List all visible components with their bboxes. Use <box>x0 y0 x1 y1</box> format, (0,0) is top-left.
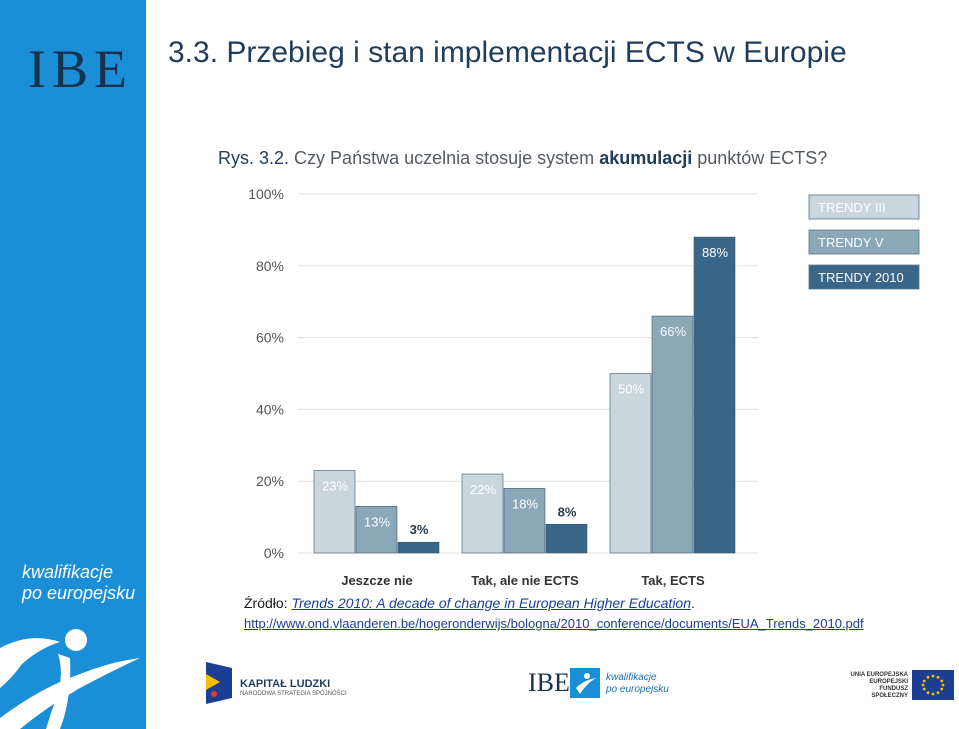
eu-text: UNIA EUROPEJSKA EUROPEJSKI FUNDUSZ SPOŁE… <box>846 672 908 700</box>
footer-brand: kwalifikacje po europejsku <box>606 672 669 696</box>
footer-ibe-figure-icon <box>570 668 600 698</box>
bar <box>693 236 736 554</box>
y-tick-label: 100% <box>248 186 284 202</box>
sidebar-brand-line1: kwalifikacje <box>22 562 114 582</box>
y-tick-label: 0% <box>264 545 284 561</box>
data-label: 23% <box>322 478 348 493</box>
sidebar-brand: kwalifikacje po europejsku <box>22 562 135 604</box>
eu-flag-icon <box>912 670 954 700</box>
figure-number: Rys. 3.2. <box>218 148 290 168</box>
question-text-after: punktów ECTS? <box>697 148 828 168</box>
data-label: 22% <box>470 482 496 497</box>
y-tick-label: 80% <box>256 258 284 274</box>
bar <box>313 470 356 554</box>
data-label: 50% <box>618 382 644 397</box>
data-label: 13% <box>364 514 390 529</box>
eu-line3: FUNDUSZ SPOŁECZNY <box>871 686 908 699</box>
legend-swatch <box>808 264 920 290</box>
sidebar-brand-line2: po europejsku <box>22 583 136 603</box>
kapital-ludzki-logo: KAPITAŁ LUDZKI NARODOWA STRATEGIA SPÓJNO… <box>202 660 347 711</box>
source-suffix: . <box>691 595 695 611</box>
bar <box>355 506 398 554</box>
legend-swatch <box>808 229 920 255</box>
data-label: 8% <box>558 504 577 519</box>
y-tick-label: 60% <box>256 330 284 346</box>
legend-label: TRENDY 2010 <box>818 270 904 285</box>
data-label: 66% <box>660 324 686 339</box>
ibe-logo: IBE <box>28 39 133 99</box>
source-url-link[interactable]: http://www.ond.vlaanderen.be/hogeronderw… <box>244 616 864 631</box>
source-note: Źródło: Trends 2010: A decade of change … <box>244 595 695 611</box>
running-figure-icon <box>0 629 140 729</box>
bar <box>503 488 546 554</box>
y-tick-label: 20% <box>256 473 284 489</box>
y-tick-label: 40% <box>256 401 284 417</box>
bar-chart: 0% 20% 40% 60% 80% 100% 23% 13% 3% Jeszcze nie 22%… <box>248 186 920 588</box>
x-tick-label: Tak, ale nie ECTS <box>471 573 579 588</box>
eu-line2: EUROPEJSKI <box>869 679 908 685</box>
eu-line1: UNIA EUROPEJSKA <box>850 672 908 678</box>
data-label: 18% <box>512 496 538 511</box>
x-tick-label: Jeszcze nie <box>341 573 413 588</box>
kapital-ludzki-icon <box>206 662 232 704</box>
chart-question: Rys. 3.2. Czy Państwa uczelnia stosuje s… <box>218 148 827 169</box>
source-title-link[interactable]: Trends 2010: A decade of change in Europ… <box>291 595 692 611</box>
question-text-before: Czy Państwa uczelnia stosuje system <box>294 148 595 168</box>
bar <box>651 315 694 554</box>
legend-label: TRENDY III <box>818 200 886 215</box>
page-title: 3.3. Przebieg i stan implementacji ECTS … <box>168 36 847 69</box>
footer-brand-line2: po europejsku <box>606 684 669 695</box>
footer-brand-line1: kwalifikacje <box>606 672 657 683</box>
sidebar: IBE kwalifikacje po europejsku <box>0 0 146 729</box>
bar <box>609 373 652 554</box>
kapital-ludzki-name: KAPITAŁ LUDZKI <box>240 678 331 690</box>
kapital-ludzki-sub: NARODOWA STRATEGIA SPÓJNOŚCI <box>240 691 347 697</box>
bar <box>545 523 588 554</box>
bar <box>461 473 504 554</box>
source-prefix: Źródło: <box>244 595 288 611</box>
bar <box>397 541 440 554</box>
legend-swatch <box>808 194 920 220</box>
question-emphasis: akumulacji <box>599 148 693 168</box>
footer-ibe-text: IBE <box>528 668 570 697</box>
data-label: 88% <box>702 245 728 260</box>
legend-label: TRENDY V <box>818 235 884 250</box>
x-tick-label: Tak, ECTS <box>641 573 705 588</box>
data-label: 3% <box>410 522 429 537</box>
